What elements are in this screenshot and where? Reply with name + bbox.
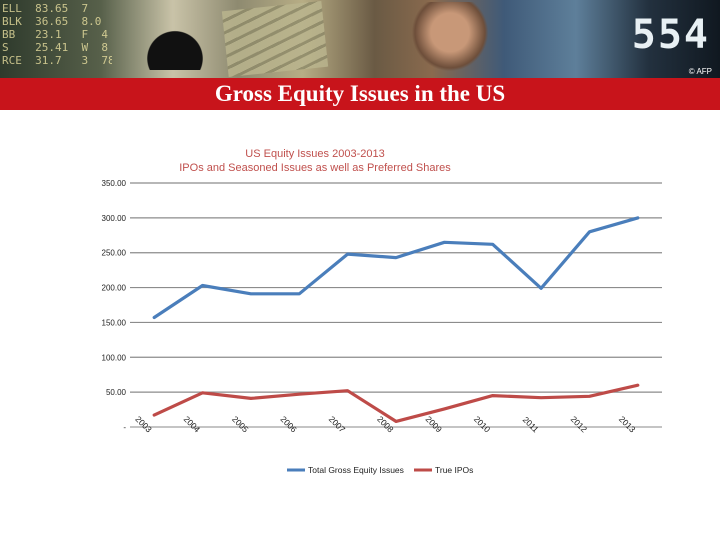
x-tick-label: 2003 — [133, 414, 154, 435]
legend-label: Total Gross Equity Issues — [308, 465, 404, 475]
y-tick-label: 200.00 — [102, 284, 127, 293]
data-point — [346, 389, 349, 392]
data-point — [588, 395, 591, 398]
data-point — [540, 396, 542, 399]
header-banner: ELL 83.65 7 BLK 36.65 8.0 BB 23.1 F 4 S … — [0, 0, 720, 78]
y-tick-label: 300.00 — [102, 214, 127, 223]
series-line-total-gross-equity-issues — [152, 216, 640, 320]
data-point — [443, 241, 446, 244]
slide-title-bar: Gross Equity Issues in the US — [0, 78, 720, 110]
data-point — [201, 284, 204, 287]
x-tick-label: 2011 — [521, 414, 541, 434]
x-tick-label: 2005 — [230, 414, 251, 435]
trader-photo — [405, 2, 495, 78]
y-tick-label: 100.00 — [102, 353, 127, 362]
x-tick-label: 2006 — [278, 414, 299, 435]
data-point — [201, 392, 204, 394]
x-tick-label: 2008 — [375, 414, 396, 435]
data-point — [443, 408, 446, 410]
stock-ticker-image: ELL 83.65 7 BLK 36.65 8.0 BB 23.1 F 4 S … — [2, 2, 112, 67]
data-point — [298, 393, 301, 396]
data-point — [346, 253, 349, 255]
y-tick-label: 150.00 — [102, 318, 127, 327]
x-tick-label: 2009 — [424, 414, 445, 435]
data-point — [395, 420, 397, 423]
y-tick-label: 350.00 — [102, 179, 127, 188]
data-point — [540, 287, 542, 290]
x-tick-label: 2013 — [617, 414, 638, 435]
data-point — [298, 293, 301, 295]
photo-credit: © AFP — [688, 67, 712, 76]
data-point — [588, 231, 591, 233]
x-tick-label: 2012 — [569, 414, 590, 435]
data-point — [491, 394, 494, 397]
x-tick-label: 2010 — [472, 414, 493, 435]
chart-title: US Equity Issues 2003-2013 — [245, 148, 385, 160]
data-point — [637, 217, 639, 219]
y-tick-label: - — [123, 423, 126, 432]
slide-title: Gross Equity Issues in the US — [214, 81, 506, 106]
price-board-digits: 554 — [631, 12, 710, 58]
series-line-true-ipos — [152, 383, 640, 423]
x-tick-label: 2004 — [182, 414, 203, 435]
data-point — [250, 293, 252, 295]
x-tick-label: 2007 — [327, 414, 348, 435]
data-point — [153, 316, 155, 319]
data-point — [491, 243, 494, 246]
data-point — [637, 384, 639, 386]
data-point — [153, 414, 155, 416]
top-hat-image — [140, 24, 210, 70]
chart-subtitle: IPOs and Seasoned Issues as well as Pref… — [179, 162, 451, 174]
y-tick-label: 250.00 — [102, 249, 127, 258]
y-tick-label: 50.00 — [106, 388, 127, 397]
data-point — [250, 397, 252, 400]
data-point — [395, 256, 397, 259]
legend-label: True IPOs — [435, 465, 473, 475]
